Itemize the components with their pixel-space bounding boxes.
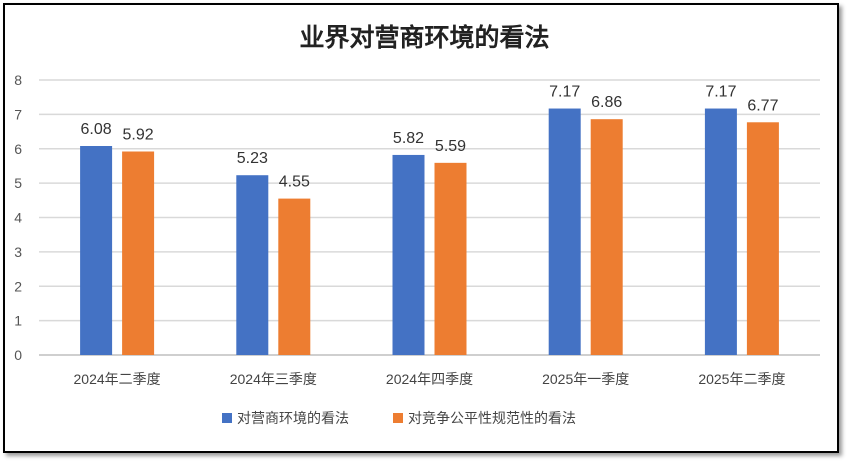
y-tick-label: 4	[14, 210, 22, 226]
data-label: 5.82	[393, 130, 424, 147]
legend-swatch	[393, 413, 403, 423]
data-label: 6.86	[591, 94, 622, 111]
bar-business-environment	[236, 175, 269, 355]
bar-competition-fairness	[434, 162, 467, 355]
data-label: 7.17	[549, 84, 580, 101]
legend-swatch	[222, 413, 232, 423]
y-tick-label: 3	[14, 244, 22, 260]
x-tick-label: 2024年三季度	[230, 371, 317, 387]
y-tick-label: 5	[14, 175, 22, 191]
bar-business-environment	[548, 108, 581, 355]
data-label: 5.23	[237, 150, 268, 167]
bar-competition-fairness	[122, 151, 155, 355]
data-label: 5.92	[123, 127, 154, 144]
legend-label: 对竞争公平性规范性的看法	[408, 410, 576, 426]
x-tick-label: 2024年二季度	[74, 371, 161, 387]
y-tick-label: 1	[14, 313, 22, 329]
chart-title: 业界对营商环境的看法	[299, 23, 550, 52]
bar-business-environment	[392, 154, 425, 355]
bar-business-environment	[80, 146, 113, 355]
bar-competition-fairness	[746, 122, 779, 355]
bar-competition-fairness	[278, 198, 311, 355]
data-label: 5.59	[435, 138, 466, 155]
bar-competition-fairness	[590, 119, 623, 355]
y-tick-label: 2	[14, 278, 22, 294]
data-label: 6.08	[81, 121, 112, 138]
legend-label: 对营商环境的看法	[237, 410, 349, 426]
bar-business-environment	[704, 108, 737, 355]
data-label: 4.55	[279, 174, 310, 191]
x-tick-label: 2025年二季度	[698, 371, 785, 387]
data-label: 7.17	[705, 84, 736, 101]
x-tick-label: 2025年一季度	[542, 371, 629, 387]
y-tick-label: 0	[14, 347, 22, 363]
y-tick-label: 8	[14, 72, 22, 88]
y-tick-label: 6	[14, 141, 22, 157]
y-tick-label: 7	[14, 106, 22, 122]
data-label: 6.77	[747, 97, 778, 114]
x-tick-label: 2024年四季度	[386, 371, 473, 387]
